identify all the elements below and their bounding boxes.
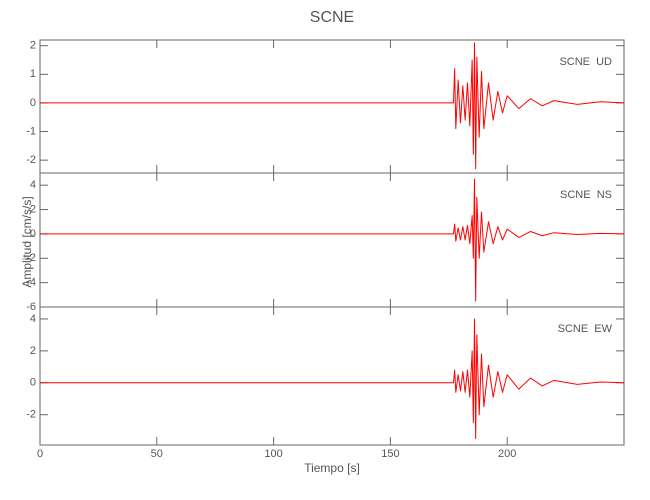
waveform: [40, 178, 625, 302]
waveform: [40, 42, 625, 170]
panel-frame: [39, 39, 625, 174]
x-tick-label: 200: [498, 448, 516, 460]
y-tick-label: 1: [30, 68, 36, 80]
y-tick-label: 0: [30, 377, 36, 389]
x-tick-label: 50: [151, 448, 163, 460]
y-tick-label: 0: [30, 97, 36, 109]
panel-label: SCNE UD: [559, 56, 612, 68]
panel-label: SCNE EW: [558, 323, 613, 335]
y-tick-label: 2: [30, 40, 36, 52]
chart-title: SCNE: [310, 9, 354, 26]
panel-frame: [39, 172, 625, 308]
y-tick-label: 2: [30, 203, 36, 215]
y-tick-label: -2: [26, 252, 36, 264]
y-tick-label: -1: [26, 125, 36, 137]
y-tick-label: -2: [26, 154, 36, 166]
panel-label: SCNE NS: [560, 189, 612, 201]
waveform: [40, 318, 625, 440]
y-tick-label: -6: [26, 301, 36, 313]
y-axis-label: Amplitud [cm/s/s]: [20, 196, 34, 287]
x-tick-label: 0: [37, 448, 43, 460]
x-tick-label: 150: [381, 448, 399, 460]
y-tick-label: 2: [30, 345, 36, 357]
y-tick-label: 4: [30, 313, 36, 325]
y-tick-label: -2: [26, 409, 36, 421]
y-tick-label: 0: [30, 228, 36, 240]
x-tick-label: 100: [264, 448, 282, 460]
y-tick-label: 4: [30, 179, 36, 191]
panel-frame: [39, 306, 625, 446]
x-axis-label: Tiempo [s]: [304, 461, 360, 475]
y-tick-label: -4: [26, 277, 36, 289]
